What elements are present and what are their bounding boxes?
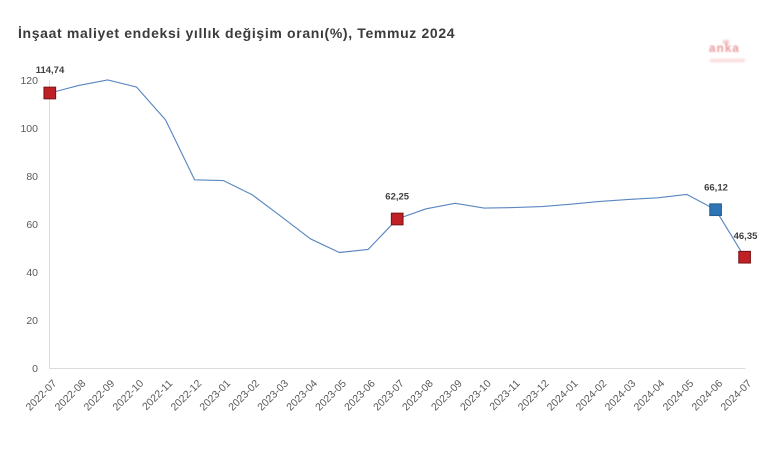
svg-text:2023-04: 2023-04 bbox=[284, 378, 320, 414]
svg-text:114,74: 114,74 bbox=[36, 65, 65, 76]
svg-text:2024-02: 2024-02 bbox=[574, 378, 610, 414]
svg-text:20: 20 bbox=[26, 315, 38, 327]
svg-text:60: 60 bbox=[26, 219, 38, 231]
svg-text:2023-09: 2023-09 bbox=[429, 378, 465, 414]
svg-text:2023-08: 2023-08 bbox=[400, 378, 436, 414]
svg-text:2023-12: 2023-12 bbox=[516, 378, 552, 414]
svg-text:46,35: 46,35 bbox=[734, 231, 758, 242]
svg-text:2024-06: 2024-06 bbox=[689, 378, 725, 414]
svg-text:2024-05: 2024-05 bbox=[661, 378, 697, 414]
svg-text:2024-03: 2024-03 bbox=[603, 378, 639, 414]
svg-text:80: 80 bbox=[26, 171, 38, 183]
svg-text:2022-10: 2022-10 bbox=[110, 378, 146, 414]
svg-text:2022-07: 2022-07 bbox=[24, 378, 60, 414]
svg-text:2023-07: 2023-07 bbox=[371, 378, 407, 414]
svg-text:66,12: 66,12 bbox=[704, 183, 728, 194]
svg-text:2023-02: 2023-02 bbox=[226, 378, 262, 414]
svg-text:2024-04: 2024-04 bbox=[632, 378, 668, 414]
svg-text:2022-08: 2022-08 bbox=[53, 378, 89, 414]
svg-text:2024-07: 2024-07 bbox=[718, 378, 754, 414]
svg-text:120: 120 bbox=[20, 75, 38, 87]
svg-text:62,25: 62,25 bbox=[385, 192, 409, 203]
svg-text:40: 40 bbox=[26, 267, 38, 279]
svg-text:2023-05: 2023-05 bbox=[313, 378, 349, 414]
svg-text:2022-09: 2022-09 bbox=[82, 378, 118, 414]
svg-text:2024-01: 2024-01 bbox=[545, 378, 581, 414]
svg-text:100: 100 bbox=[20, 123, 38, 135]
svg-text:2023-06: 2023-06 bbox=[342, 378, 378, 414]
svg-text:2023-03: 2023-03 bbox=[255, 378, 291, 414]
svg-text:2022-12: 2022-12 bbox=[168, 378, 204, 414]
svg-text:2023-01: 2023-01 bbox=[197, 378, 233, 414]
svg-text:2023-10: 2023-10 bbox=[458, 378, 494, 414]
svg-text:0: 0 bbox=[32, 363, 38, 375]
